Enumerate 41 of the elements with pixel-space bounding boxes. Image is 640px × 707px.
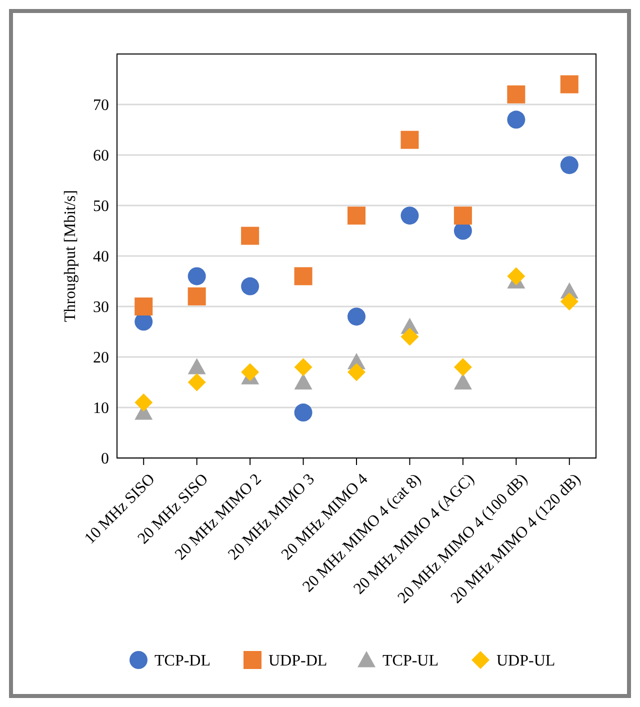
point [348, 206, 366, 225]
point [454, 373, 472, 390]
legend-label: TCP-DL [154, 652, 210, 670]
point [400, 206, 419, 225]
point [294, 267, 312, 286]
y-tick-label: 70 [93, 97, 109, 114]
point [348, 363, 366, 382]
point [454, 206, 472, 225]
point [507, 85, 526, 104]
point [560, 75, 578, 94]
y-tick-label: 50 [93, 198, 109, 216]
y-tick-label: 30 [93, 299, 109, 316]
y-tick-label: 20 [93, 350, 109, 367]
y-tick-label: 60 [93, 148, 109, 165]
legend-label: UDP-DL [268, 652, 328, 670]
y-tick-label: 0 [101, 450, 109, 468]
point [454, 358, 472, 376]
point [400, 130, 419, 149]
point [241, 363, 260, 382]
point [348, 308, 366, 326]
y-tick-label: 40 [93, 248, 109, 266]
point [134, 393, 153, 412]
legend-label: TCP-UL [382, 652, 438, 670]
point [507, 110, 526, 129]
y-tick-label: 10 [93, 400, 109, 418]
point [400, 328, 419, 346]
legend-label: UDP-UL [496, 652, 556, 670]
point [188, 287, 206, 306]
point [560, 156, 578, 174]
point [188, 267, 206, 286]
point [294, 358, 312, 376]
point [507, 267, 526, 286]
point [294, 404, 312, 422]
point [294, 373, 312, 390]
point [134, 298, 153, 316]
point [188, 373, 206, 392]
point [560, 292, 578, 310]
y-axis-title: Throughput [Mbit/s] [62, 190, 79, 322]
point [241, 226, 260, 245]
point [188, 358, 206, 374]
point [241, 277, 260, 296]
